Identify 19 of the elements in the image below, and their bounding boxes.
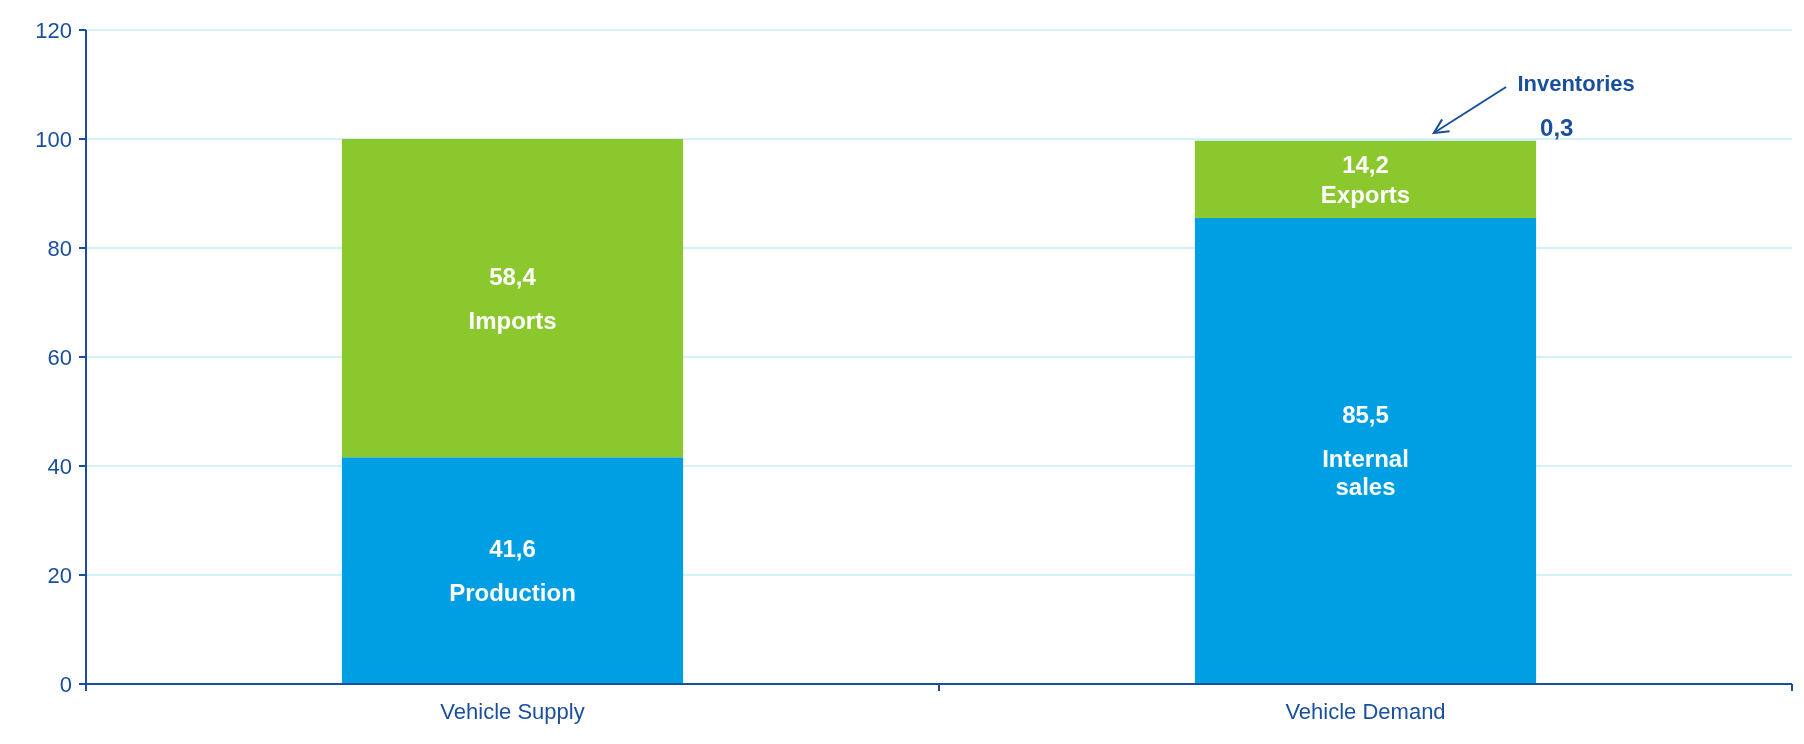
y-tick-label: 40: [47, 453, 72, 479]
series-label: Exports: [1320, 180, 1411, 208]
y-tick-label: 60: [47, 344, 72, 370]
y-tick-label: 100: [35, 126, 72, 152]
series-label: Production: [449, 579, 576, 607]
y-tick-label: 80: [47, 235, 72, 261]
y-tick-label: 0: [59, 671, 72, 697]
data-label: 85,5: [1342, 401, 1389, 429]
data-label: 58,4: [489, 262, 537, 290]
series-label: Internal sales: [1322, 445, 1409, 501]
data-label: 14,2: [1342, 150, 1389, 178]
x-tick-label: Vehicle Supply: [440, 699, 585, 724]
data-label: 0,3: [1540, 114, 1574, 141]
data-label: 41,6: [489, 535, 536, 563]
series-label: Imports: [468, 306, 557, 334]
y-tick-label: 120: [35, 17, 72, 43]
y-tick-label: 20: [47, 562, 72, 588]
x-tick-label: Vehicle Demand: [1285, 699, 1446, 724]
series-label: Inventories: [1517, 71, 1635, 96]
